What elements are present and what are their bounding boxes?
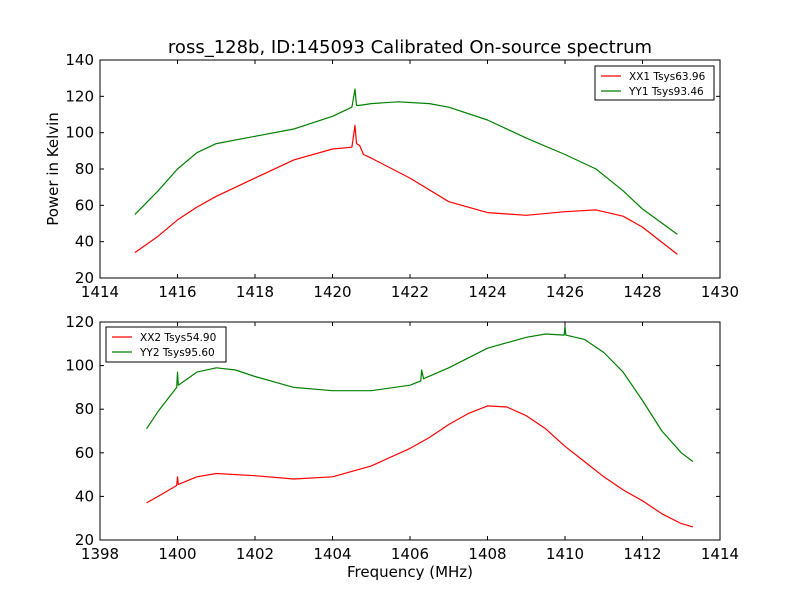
y-tick-label: 60: [75, 196, 94, 214]
x-tick-label: 1428: [623, 283, 661, 301]
y-axis-label: Power in Kelvin: [44, 112, 62, 226]
x-tick-label: 1402: [236, 545, 274, 563]
legend: XX2 Tsys54.90 YY2 Tsys95.60: [105, 326, 227, 363]
x-tick-label: 1416: [158, 283, 196, 301]
y-tick-label: 20: [75, 269, 94, 287]
y-tick-label: 40: [75, 233, 94, 251]
chart-title: ross_128b, ID:145093 Calibrated On-sourc…: [168, 37, 652, 58]
legend-frame: [105, 326, 227, 363]
x-tick-label: 1424: [468, 283, 506, 301]
x-tick-label: 1426: [546, 283, 584, 301]
y-tick-label: 100: [65, 124, 94, 142]
x-tick-label: 1410: [546, 545, 584, 563]
legend-label: XX1 Tsys63.96: [629, 71, 706, 83]
x-tick-label: 1420: [313, 283, 351, 301]
x-tick-label: 1414: [701, 545, 739, 563]
legend: XX1 Tsys63.96 YY1 Tsys93.46: [594, 65, 715, 101]
y-tick-label: 80: [75, 160, 94, 178]
x-tick-label: 1414: [81, 283, 119, 301]
x-tick-label: 1406: [391, 545, 429, 563]
x-tick-label: 1418: [236, 283, 274, 301]
y-tick-label: 20: [75, 531, 94, 549]
y-tick-label: 60: [75, 444, 94, 462]
y-tick-label: 40: [75, 487, 94, 505]
legend-label: XX2 Tsys54.90: [140, 332, 216, 344]
axes-2: 1398 1400 1402 1404 1406 1408 1410 1412 1414 20 40…: [65, 313, 739, 563]
x-tick-label: 1398: [81, 545, 119, 563]
series-line-yy2: [146, 325, 694, 462]
legend-frame: [594, 65, 715, 101]
x-axis-label: Frequency (MHz): [347, 563, 473, 581]
x-tick-label: 1404: [313, 545, 351, 563]
x-tick-label: 1400: [158, 545, 196, 563]
y-tick-label: 140: [65, 51, 94, 69]
x-tick-label: 1430: [701, 283, 739, 301]
series-line-yy1: [134, 88, 678, 235]
x-tick-label: 1422: [391, 283, 429, 301]
x-tick-label: 1408: [468, 545, 506, 563]
legend-label: YY2 Tsys95.60: [139, 347, 215, 359]
y-tick-label: 120: [65, 87, 94, 105]
x-tick-label: 1412: [623, 545, 661, 563]
legend-label: YY1 Tsys93.46: [628, 86, 704, 98]
y-tick-label: 120: [65, 313, 94, 331]
series-line-xx2: [146, 405, 694, 528]
y-tick-label: 100: [65, 357, 94, 375]
y-tick-label: 80: [75, 400, 94, 418]
axes-1: 1414 1416 1418 1420 1422 1424 1426 1428 1430 20 40…: [65, 51, 739, 301]
series-line-xx1: [134, 124, 678, 255]
